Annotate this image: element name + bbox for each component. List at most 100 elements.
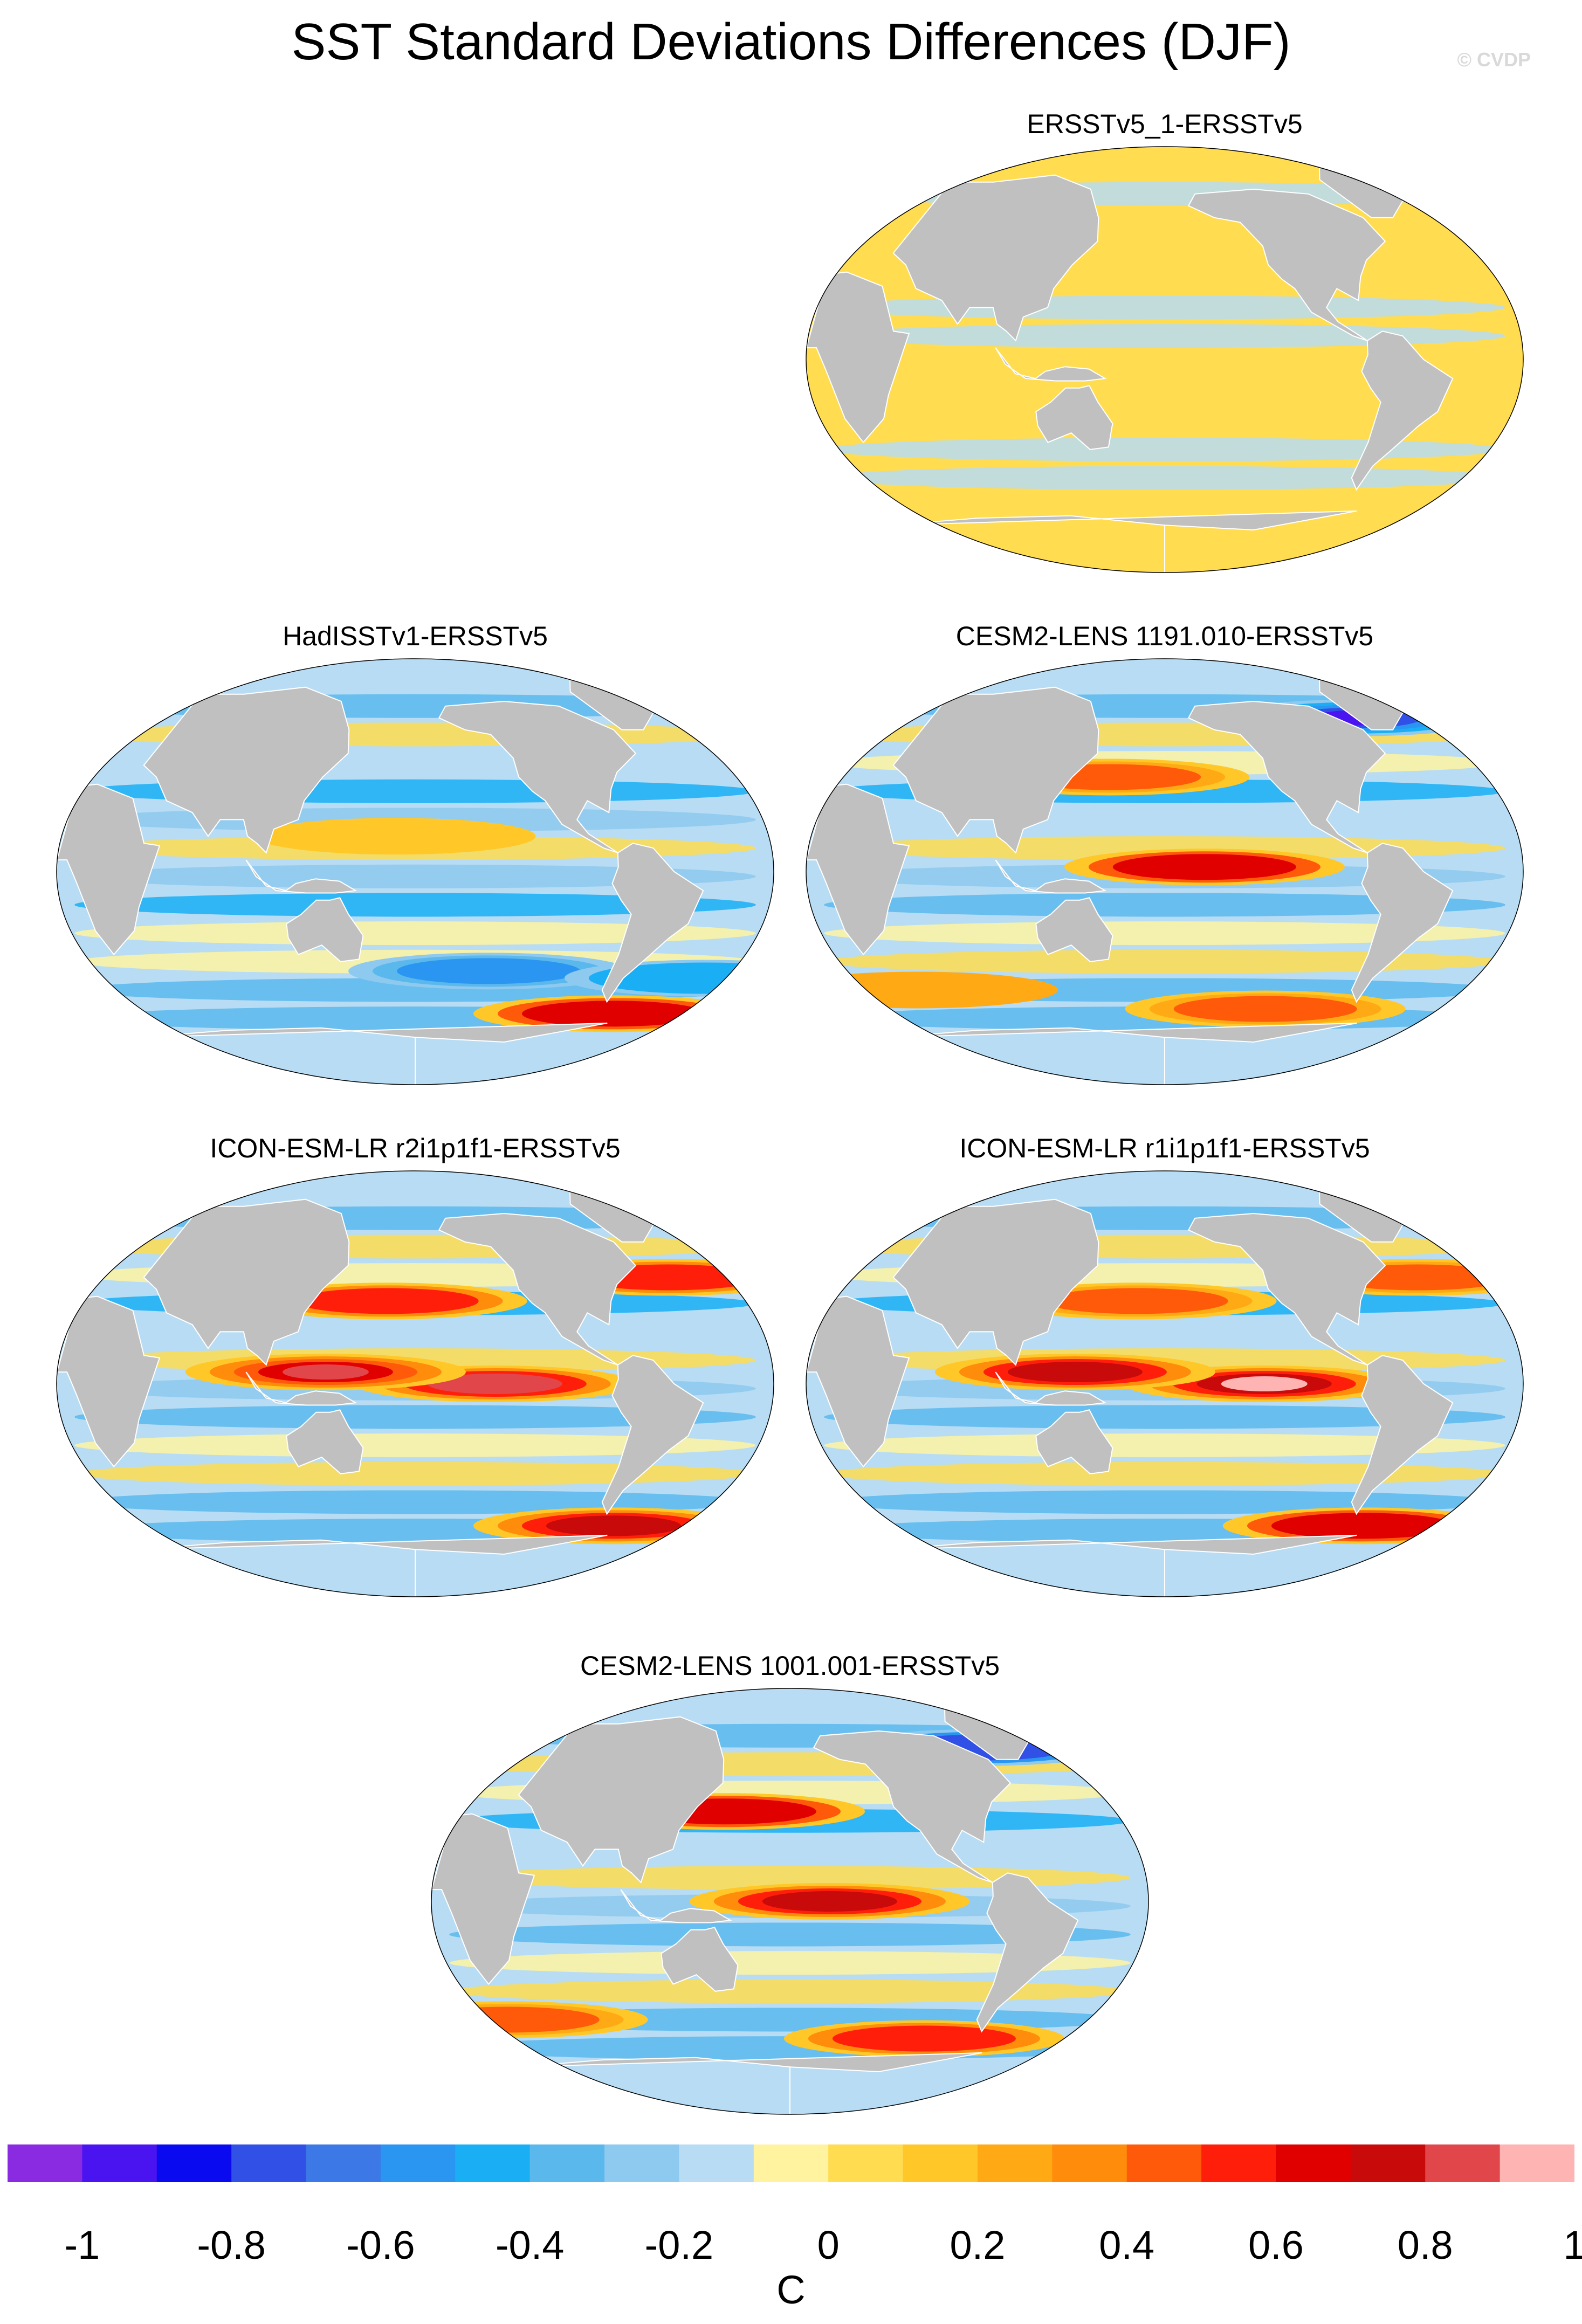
field-band	[74, 1433, 756, 1458]
colorbar-tick-label: 0.4	[1099, 2223, 1155, 2267]
colorbar-tick-label: -0.2	[644, 2223, 714, 2267]
colorbar-segment	[82, 2144, 157, 2182]
colorbar-segment	[679, 2144, 754, 2182]
panel-title: CESM2-LENS 1191.010-ERSSTv5	[955, 621, 1374, 651]
anomaly-contour	[1221, 1376, 1308, 1391]
map-panel-cesm2-1191: CESM2-LENS 1191.010-ERSSTv5	[798, 620, 1531, 1094]
landmass	[995, 1371, 1107, 1406]
map-outline	[56, 1170, 774, 1597]
landmass	[1351, 843, 1454, 1003]
landmass	[143, 1534, 608, 1597]
landmass	[518, 1716, 725, 1884]
landmass	[892, 510, 1357, 573]
landmass	[286, 897, 364, 962]
colorbar-segment	[529, 2144, 605, 2182]
colorbar-tick-label: 0.8	[1397, 2223, 1453, 2267]
field-band	[824, 182, 1505, 206]
map-outline	[56, 658, 774, 1085]
map-outline	[806, 1170, 1524, 1597]
colorbar-segment	[753, 2144, 829, 2182]
world-map	[56, 658, 774, 1085]
colorbar-segment	[977, 2144, 1053, 2182]
field-band	[74, 893, 756, 917]
colorbar-segment	[1201, 2144, 1276, 2182]
field-band	[824, 409, 1505, 433]
field-band	[824, 437, 1505, 461]
map-outline	[806, 146, 1524, 573]
map-panel-cesm2-1001: CESM2-LENS 1001.001-ERSSTv5	[423, 1650, 1157, 2124]
anomaly-contour	[282, 1364, 369, 1380]
field-band	[824, 1320, 1505, 1344]
landmass	[892, 1022, 1357, 1085]
landmass	[1035, 897, 1113, 962]
world-map	[806, 1170, 1524, 1597]
landmass	[813, 1730, 1012, 1883]
map-panel-icon-r2: ICON-ESM-LR r2i1p1f1-ERSSTv5	[49, 1132, 782, 1606]
field-band	[824, 893, 1505, 917]
landmass	[1187, 700, 1386, 853]
field-band	[74, 864, 756, 888]
field-band	[824, 921, 1505, 946]
landmass	[1351, 1355, 1454, 1515]
field-band	[74, 1320, 756, 1344]
anomaly-contour	[397, 958, 581, 984]
field-band	[824, 808, 1505, 832]
colorbar-tick-label: 0.2	[950, 2223, 1006, 2267]
colorbar-tick-label: 0	[817, 2223, 840, 2267]
colorbar-tick-label: 1	[1563, 2223, 1582, 2267]
landmass	[143, 1198, 350, 1366]
landmass	[438, 1212, 637, 1366]
map-outline	[431, 1688, 1149, 2115]
panel-title: HadISSTv1-ERSSTv5	[283, 621, 548, 651]
field-band	[74, 1206, 756, 1230]
anomaly-contour	[1112, 854, 1296, 880]
landmass	[1187, 1212, 1386, 1366]
colorbar	[8, 2144, 1574, 2182]
field-band	[449, 1837, 1131, 1861]
landmass	[57, 1295, 161, 1468]
anomaly-contour	[255, 818, 536, 855]
colorbar-segment	[1500, 2144, 1574, 2182]
landmass	[438, 700, 637, 853]
map-panel-icon-r1: ICON-ESM-LR r1i1p1f1-ERSSTv5	[798, 1132, 1531, 1606]
field-band	[74, 1461, 756, 1486]
anomaly-contour	[295, 1288, 479, 1314]
anomaly-contour	[546, 1515, 681, 1536]
field-band	[449, 1922, 1131, 1947]
landmass	[995, 347, 1107, 382]
colorbar-segment	[8, 2144, 82, 2182]
figure-title: SST Standard Deviations Differences (DJF…	[291, 13, 1291, 71]
landmass	[806, 783, 910, 956]
anomaly-contour	[832, 2025, 1016, 2052]
field-band	[824, 494, 1505, 519]
field-band	[824, 352, 1505, 376]
field-band	[449, 1951, 1131, 1975]
world-map	[806, 146, 1524, 573]
colorbar-segment	[903, 2144, 978, 2182]
field-band	[824, 1461, 1505, 1486]
landmass	[892, 686, 1099, 854]
landmass	[143, 686, 350, 854]
landmass	[620, 1889, 732, 1923]
colorbar-tick-label: -0.4	[495, 2223, 565, 2267]
colorbar-segment	[828, 2144, 904, 2182]
landmass	[1187, 188, 1386, 341]
field-band	[449, 1866, 1131, 1890]
landmass	[431, 1813, 535, 1985]
panel-title: CESM2-LENS 1001.001-ERSSTv5	[580, 1651, 1000, 1681]
map-panel-hadisst: HadISSTv1-ERSSTv5	[49, 620, 782, 1094]
field-band	[824, 836, 1505, 860]
colorbar-segment	[1350, 2144, 1426, 2182]
colorbar-tick-label: -1	[64, 2223, 100, 2267]
landmass	[1035, 1409, 1113, 1474]
world-map	[56, 1170, 774, 1597]
field-band	[824, 466, 1505, 490]
anomaly-contour	[762, 1891, 897, 1912]
world-map	[806, 658, 1524, 1085]
world-map	[431, 1688, 1149, 2115]
landmass	[892, 1198, 1099, 1366]
colorbar-segment	[156, 2144, 232, 2182]
colorbar-segment	[231, 2144, 307, 2182]
map-panel-ersstv5-1: ERSSTv5_1-ERSSTv5	[798, 108, 1531, 582]
landmass	[976, 1872, 1079, 2033]
